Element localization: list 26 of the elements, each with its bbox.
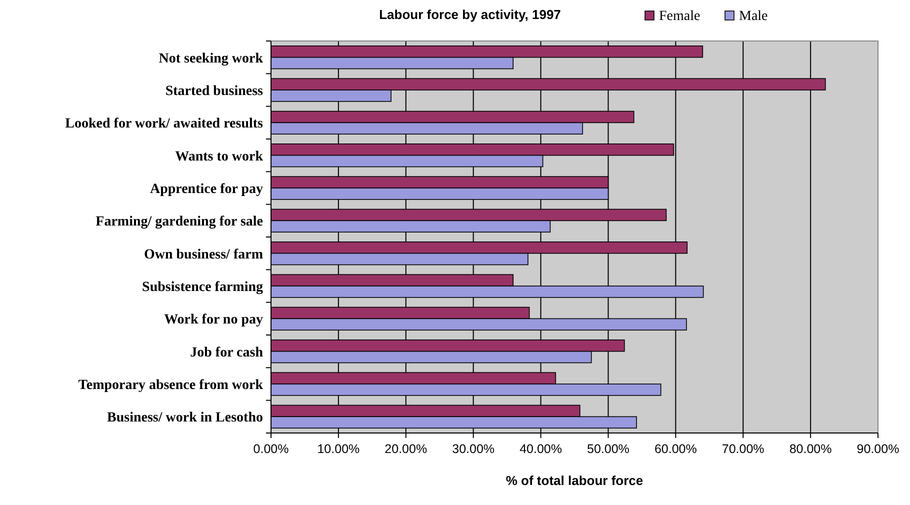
y-tick-label: Subsistence farming <box>142 280 263 295</box>
y-tick-label: Not seeking work <box>158 51 264 66</box>
chart-title: Labour force by activity, 1997 <box>379 7 561 22</box>
y-tick-label: Looked for work/ awaited results <box>65 116 264 132</box>
y-tick-label: Job for cash <box>190 345 264 360</box>
y-tick-label: Business/ work in Lesotho <box>107 410 263 426</box>
y-tick-label: Farming/ gardening for sale <box>96 214 263 230</box>
y-tick-label: Started business <box>165 84 264 99</box>
y-tick-label: Apprentice for pay <box>150 182 263 197</box>
x-tick-label: 0.00% <box>253 442 289 456</box>
x-tick-label: 60.00% <box>654 442 697 456</box>
legend-label: Female <box>659 9 700 24</box>
x-tick-label: 40.00% <box>520 442 562 456</box>
legend-label: Male <box>739 9 768 24</box>
x-tick-label: 30.00% <box>452 442 495 456</box>
x-axis-title: % of total labour force <box>506 473 644 488</box>
x-tick-label: 50.00% <box>587 442 630 456</box>
x-tick-label: 20.00% <box>384 442 428 456</box>
y-tick-label: Own business/ farm <box>144 247 264 262</box>
x-tick-label: 70.00% <box>722 442 764 456</box>
x-tick-label: 90.00% <box>856 442 900 456</box>
y-tick-label: Work for no pay <box>164 312 263 328</box>
x-tick-label: 80.00% <box>789 442 832 456</box>
y-tick-label: Temporary absence from work <box>78 378 264 393</box>
x-tick-label: 10.00% <box>317 442 360 456</box>
y-tick-label: Wants to work <box>175 149 264 164</box>
